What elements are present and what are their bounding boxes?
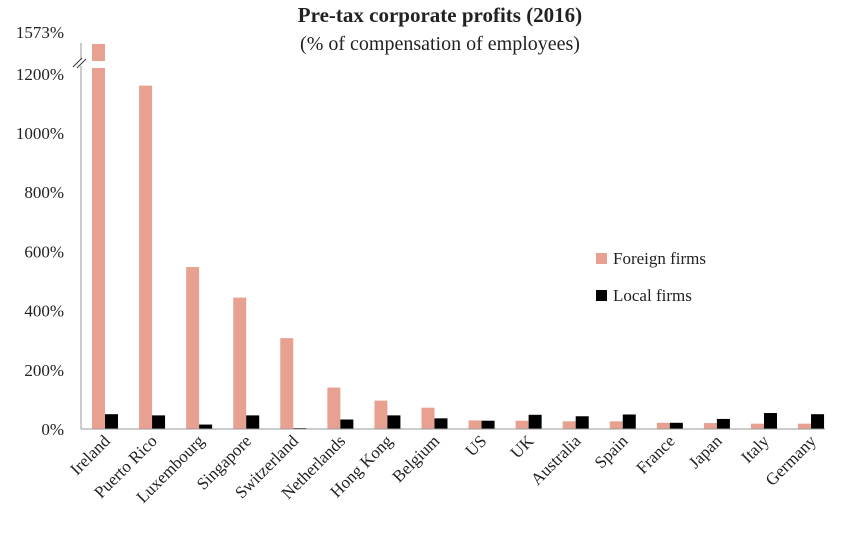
x-tick-label: UK <box>507 431 538 462</box>
legend-label-foreign: Foreign firms <box>613 249 706 268</box>
bar-local <box>716 418 730 429</box>
bar-foreign <box>233 297 247 429</box>
y-tick-label: 200% <box>24 361 64 380</box>
bar-foreign <box>421 407 435 429</box>
legend-label-local: Local firms <box>613 286 692 305</box>
chart-subtitle: (% of compensation of employees) <box>300 33 580 55</box>
bar-local <box>105 414 118 429</box>
x-tick-label: Belgium <box>388 431 443 486</box>
bar-foreign <box>468 420 482 429</box>
bar-local <box>340 419 354 429</box>
x-tick-label: Australia <box>527 431 585 489</box>
bar-local <box>669 422 683 429</box>
bar-break-gap <box>91 61 106 68</box>
bar-local <box>199 424 213 429</box>
bar-foreign <box>327 387 341 429</box>
bar-foreign <box>798 423 812 429</box>
bar-local <box>528 414 542 429</box>
bar-foreign <box>92 44 105 429</box>
bar-local <box>481 420 495 429</box>
bar-local <box>811 414 825 429</box>
x-tick-label: Japan <box>685 431 726 472</box>
bar-local <box>575 416 589 429</box>
legend-swatch-local <box>596 290 607 301</box>
axis-break-gap <box>74 60 88 66</box>
legend: Foreign firms Local firms <box>596 249 706 305</box>
y-tick-label: 1200% <box>16 65 64 84</box>
legend-swatch-foreign <box>596 253 607 264</box>
bar-local <box>622 414 636 429</box>
chart-title: Pre-tax corporate profits (2016) <box>298 3 582 27</box>
x-tick-label: Germany <box>762 431 821 490</box>
axis-break-mark <box>72 57 83 68</box>
bar-foreign <box>280 338 294 429</box>
bar-foreign <box>750 423 764 429</box>
x-tick-label: Spain <box>591 431 632 472</box>
bar-foreign <box>656 422 670 429</box>
bar-foreign <box>609 421 623 429</box>
bar-local <box>763 413 777 429</box>
bar-foreign <box>139 85 153 429</box>
y-tick-label: 1000% <box>16 124 64 143</box>
y-tick-label: 400% <box>24 302 64 321</box>
bar-foreign <box>562 421 576 429</box>
bar-local <box>434 418 448 429</box>
bar-foreign <box>186 267 200 429</box>
bar-foreign <box>703 423 717 429</box>
y-tick-label: 1573% <box>16 23 64 42</box>
bar-local <box>246 415 260 429</box>
y-tick-label: 0% <box>41 420 64 439</box>
bar-foreign <box>515 420 529 429</box>
y-tick-label: 600% <box>24 242 64 261</box>
x-tick-label: France <box>633 431 679 477</box>
axis-break-mark <box>76 58 87 69</box>
x-tick-label: US <box>462 431 491 460</box>
bar-local <box>387 415 401 429</box>
bar-foreign <box>374 400 388 429</box>
x-tick-label: Italy <box>737 431 773 467</box>
y-tick-label: 800% <box>24 183 64 202</box>
bar-local <box>152 415 166 429</box>
